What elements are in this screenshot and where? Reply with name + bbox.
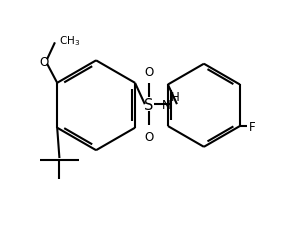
Text: O: O <box>144 66 153 79</box>
Text: O: O <box>144 130 153 143</box>
Text: H: H <box>171 91 180 104</box>
Text: O: O <box>39 56 48 69</box>
Text: F: F <box>249 120 255 133</box>
Text: S: S <box>144 97 154 112</box>
Text: CH$_3$: CH$_3$ <box>59 34 81 48</box>
Text: N: N <box>162 98 170 111</box>
